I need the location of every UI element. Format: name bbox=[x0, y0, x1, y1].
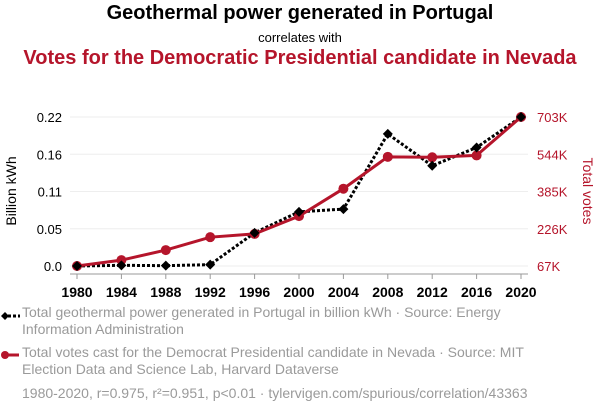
votes-point bbox=[471, 150, 482, 161]
chart-subtitle: correlates with bbox=[258, 30, 342, 45]
x-tick-label: 1992 bbox=[195, 284, 226, 300]
x-tick-label: 1988 bbox=[150, 284, 181, 300]
y-tick-left: 0.05 bbox=[37, 222, 62, 237]
legend-diamond-icon bbox=[1, 312, 20, 320]
x-tick-label: 2000 bbox=[283, 284, 314, 300]
legend-series-2: Total votes cast for the Democrat Presid… bbox=[22, 344, 542, 378]
footer-stats: 1980-2020, r=0.975, r²=0.951, p<0.01 · t… bbox=[22, 385, 528, 401]
votes-point bbox=[160, 245, 171, 256]
x-tick-label: 2008 bbox=[372, 284, 403, 300]
y-tick-left: 0.11 bbox=[38, 185, 62, 200]
x-tick-label: 2016 bbox=[461, 284, 492, 300]
chart-title: Geothermal power generated in Portugal bbox=[106, 2, 494, 24]
votes-point bbox=[116, 255, 127, 266]
chart-svg: 0.0 67K 0.05 226K 0.11 385K 0.16 544K 0.22 703K 19… bbox=[3, 110, 596, 300]
geothermal-point bbox=[516, 112, 526, 122]
geothermal-point bbox=[116, 260, 127, 271]
legend-circle-icon bbox=[1, 351, 19, 359]
geothermal-point bbox=[160, 260, 171, 271]
y-axis-label-right: Total votes bbox=[580, 158, 596, 225]
votes-point bbox=[338, 183, 349, 194]
x-tick-label: 2004 bbox=[328, 284, 359, 300]
x-tick-label: 1980 bbox=[61, 284, 92, 300]
legend-series-1: Total geothermal power generated in Port… bbox=[22, 304, 542, 338]
geothermal-point bbox=[382, 128, 393, 139]
geothermal-point bbox=[471, 142, 482, 153]
y-tick-right: 385K bbox=[537, 185, 568, 200]
legend-series-2-text: Total votes cast for the Democrat Presid… bbox=[22, 344, 524, 377]
votes-point bbox=[382, 151, 393, 162]
votes-point bbox=[205, 232, 216, 243]
x-tick-label: 2012 bbox=[417, 284, 448, 300]
y-tick-left: 0.22 bbox=[37, 110, 62, 125]
geothermal-point bbox=[338, 204, 349, 215]
y-tick-right: 67K bbox=[537, 259, 560, 274]
geothermal-point bbox=[205, 259, 216, 270]
geothermal-point bbox=[249, 227, 260, 238]
y-tick-left: 0.16 bbox=[37, 147, 62, 162]
y-tick-right: 226K bbox=[537, 222, 568, 237]
legend-series-1-text: Total geothermal power generated in Port… bbox=[22, 304, 501, 337]
x-tick-label: 1984 bbox=[106, 284, 137, 300]
y-tick-right: 544K bbox=[537, 147, 568, 162]
y-tick-right: 703K bbox=[537, 110, 568, 125]
geothermal-point bbox=[427, 160, 438, 171]
y-tick-left: 0.0 bbox=[44, 259, 62, 274]
votes-point bbox=[427, 152, 438, 163]
x-tick-label: 2020 bbox=[505, 284, 536, 300]
y-axis-label-left: Billion kWh bbox=[3, 156, 19, 225]
x-tick-label: 1996 bbox=[239, 284, 270, 300]
geothermal-point bbox=[294, 206, 304, 217]
geothermal-point bbox=[72, 261, 82, 271]
chart-title-2: Votes for the Democratic Presidential ca… bbox=[23, 47, 577, 69]
